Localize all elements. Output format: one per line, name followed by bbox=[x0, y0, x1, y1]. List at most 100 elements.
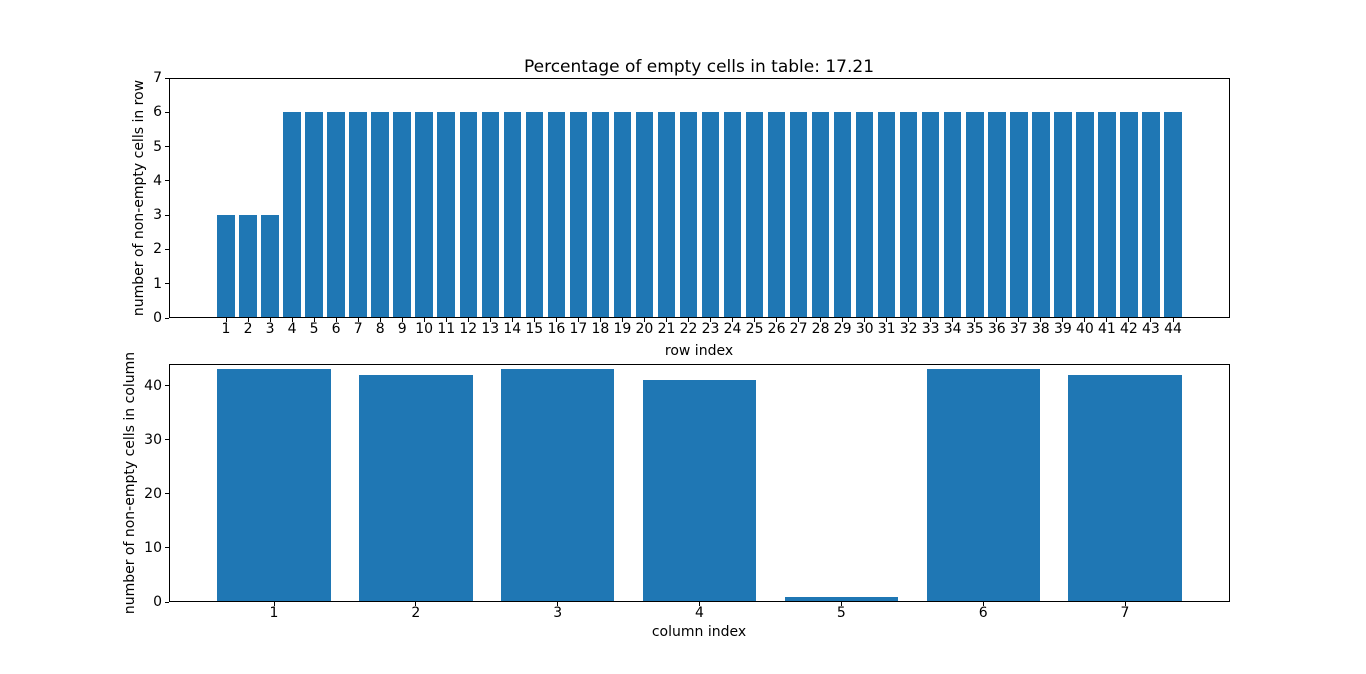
row-chart-axes bbox=[169, 78, 1230, 318]
row-chart-bar bbox=[701, 112, 720, 317]
x-tick bbox=[577, 318, 579, 322]
x-tick bbox=[621, 318, 623, 322]
x-tick-label: 9 bbox=[397, 321, 407, 337]
x-tick-label: 43 bbox=[1141, 321, 1160, 337]
row-chart-bar bbox=[657, 112, 676, 317]
y-tick-label: 7 bbox=[153, 70, 162, 86]
y-tick-label: 30 bbox=[144, 431, 162, 448]
row-chart-bar bbox=[283, 112, 301, 317]
row-chart-bar bbox=[966, 112, 984, 317]
row-chart-bar bbox=[459, 112, 478, 317]
x-tick bbox=[379, 318, 381, 322]
x-tick bbox=[710, 318, 711, 322]
x-tick bbox=[864, 318, 866, 322]
x-tick-label: 5 bbox=[836, 605, 846, 621]
column-chart-bar bbox=[1068, 374, 1182, 601]
row-chart-bar bbox=[635, 112, 654, 317]
x-tick-label: 1 bbox=[269, 605, 279, 621]
x-tick-label: 16 bbox=[547, 321, 566, 337]
y-tick bbox=[165, 180, 169, 182]
x-tick bbox=[908, 318, 910, 322]
x-tick bbox=[982, 602, 984, 606]
x-tick-label: 2 bbox=[243, 321, 253, 337]
row-chart-bar bbox=[745, 112, 764, 317]
x-tick-label: 2 bbox=[411, 605, 421, 621]
row-chart-bar bbox=[921, 112, 940, 317]
x-tick bbox=[776, 318, 778, 322]
x-tick-label: 24 bbox=[723, 321, 742, 337]
row-chart-bar bbox=[789, 112, 808, 317]
x-tick-label: 3 bbox=[265, 321, 275, 337]
row-chart-bar bbox=[261, 215, 279, 317]
row-chart-bar bbox=[415, 112, 433, 317]
row-chart-bar bbox=[1164, 112, 1182, 317]
x-tick bbox=[313, 318, 315, 322]
x-tick bbox=[445, 318, 447, 322]
row-chart-bar bbox=[437, 112, 455, 317]
row-chart-bar bbox=[1032, 112, 1050, 317]
x-tick bbox=[643, 318, 645, 322]
x-tick-label: 7 bbox=[353, 321, 363, 337]
x-tick bbox=[974, 318, 976, 322]
x-tick-label: 4 bbox=[695, 605, 704, 621]
x-tick-label: 14 bbox=[503, 321, 522, 337]
column-chart-bar bbox=[217, 369, 331, 601]
x-tick bbox=[699, 602, 700, 606]
x-tick bbox=[666, 318, 667, 322]
x-tick-label: 17 bbox=[569, 321, 588, 337]
row-chart-bar bbox=[327, 112, 345, 317]
x-tick-label: 1 bbox=[221, 321, 231, 337]
x-tick-label: 27 bbox=[789, 321, 808, 337]
x-tick-label: 20 bbox=[635, 321, 654, 337]
x-tick-label: 32 bbox=[899, 321, 918, 337]
row-chart-bar bbox=[305, 112, 323, 317]
x-tick-label: 6 bbox=[978, 605, 988, 621]
x-tick-label: 15 bbox=[525, 321, 544, 337]
x-tick bbox=[1128, 318, 1130, 322]
x-tick-label: 28 bbox=[811, 321, 830, 337]
row-chart-bar bbox=[1098, 112, 1116, 317]
column-chart-ylabel: number of non-empty cells in column bbox=[122, 351, 138, 615]
x-tick-label: 6 bbox=[331, 321, 341, 337]
y-tick bbox=[165, 385, 169, 387]
x-tick-label: 39 bbox=[1053, 321, 1072, 337]
y-tick bbox=[165, 111, 169, 113]
column-chart-bar bbox=[500, 369, 615, 601]
y-tick bbox=[165, 283, 169, 285]
y-tick bbox=[165, 146, 169, 148]
y-tick-label: 10 bbox=[144, 539, 162, 556]
y-tick bbox=[165, 601, 169, 603]
x-tick-label: 22 bbox=[679, 321, 698, 337]
x-tick-label: 38 bbox=[1031, 321, 1050, 337]
row-chart-bar bbox=[1010, 112, 1028, 317]
y-tick-label: 6 bbox=[153, 104, 162, 121]
x-tick-label: 36 bbox=[987, 321, 1006, 337]
x-tick bbox=[952, 318, 954, 322]
x-tick bbox=[247, 318, 249, 322]
x-tick-label: 44 bbox=[1164, 321, 1182, 337]
x-tick-label: 5 bbox=[309, 321, 319, 337]
x-tick bbox=[886, 318, 888, 322]
x-tick bbox=[467, 318, 469, 322]
y-tick-label: 0 bbox=[153, 594, 162, 610]
x-tick-label: 37 bbox=[1009, 321, 1028, 337]
x-tick bbox=[511, 318, 513, 322]
x-tick bbox=[357, 318, 359, 322]
x-tick-label: 40 bbox=[1075, 321, 1094, 337]
row-chart-bar bbox=[899, 112, 918, 317]
x-tick bbox=[1172, 318, 1174, 322]
x-tick bbox=[1018, 318, 1020, 322]
x-tick bbox=[557, 602, 559, 606]
x-tick bbox=[1040, 318, 1042, 322]
row-chart-bar bbox=[371, 112, 389, 317]
y-tick bbox=[165, 493, 169, 495]
column-chart-bar bbox=[926, 369, 1040, 601]
row-chart-bar bbox=[393, 112, 411, 317]
y-tick-label: 5 bbox=[153, 138, 162, 155]
row-chart-bar bbox=[833, 112, 852, 317]
x-tick-label: 33 bbox=[921, 321, 940, 337]
row-chart-bar bbox=[988, 112, 1006, 317]
x-tick bbox=[555, 318, 557, 322]
row-chart-xlabel: row index bbox=[664, 343, 734, 359]
